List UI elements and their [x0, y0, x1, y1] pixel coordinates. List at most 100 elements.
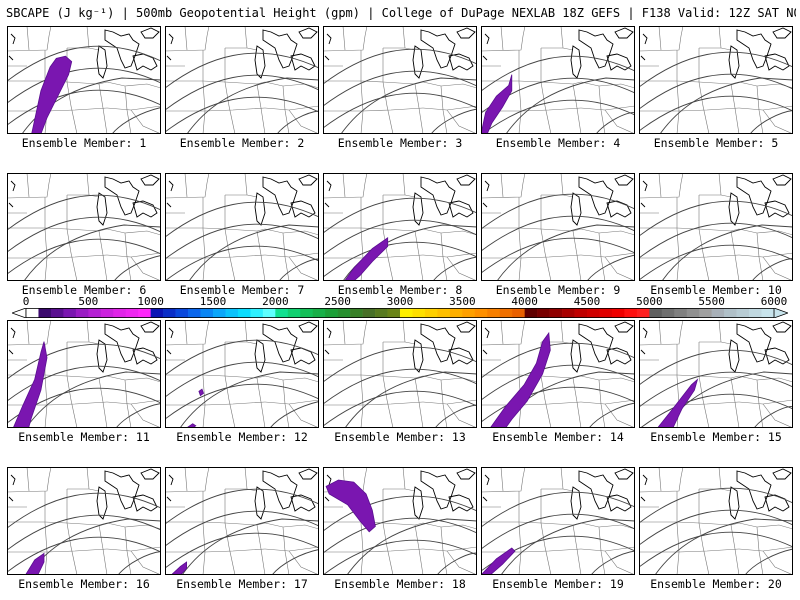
colorbar-tick-label: 4000 [511, 295, 538, 308]
height-contours [481, 193, 635, 281]
colorbar-swatch [537, 308, 550, 318]
colorbar-swatch [449, 308, 463, 318]
ensemble-panel-2: Ensemble Member: 2 [165, 26, 319, 150]
ensemble-panel-15: Ensemble Member: 15 [639, 320, 793, 444]
state-boundaries [7, 26, 161, 134]
cape-region [185, 423, 197, 428]
ensemble-map [639, 173, 793, 281]
colorbar-swatch [512, 308, 525, 318]
height-contours [165, 488, 319, 575]
colorbar-tick-label: 6000 [760, 295, 788, 308]
height-contours [639, 200, 793, 281]
colorbar-swatch [38, 308, 52, 318]
height-contours [639, 51, 793, 134]
colorbar-swatch [387, 308, 401, 318]
base-map [323, 320, 477, 428]
base-map [165, 26, 319, 134]
height-contours [165, 52, 319, 134]
coastlines [166, 468, 318, 520]
base-map [639, 467, 793, 575]
ensemble-panel-5: Ensemble Member: 5 [639, 26, 793, 150]
ensemble-panel-20: Ensemble Member: 20 [639, 467, 793, 591]
cape-region [481, 547, 516, 575]
base-map [481, 173, 635, 281]
base-map [481, 26, 635, 134]
cape-region [12, 341, 48, 428]
ensemble-map [639, 320, 793, 428]
ensemble-member-label: Ensemble Member: 12 [176, 430, 308, 444]
colorbar-swatch [325, 308, 338, 318]
colorbar-tick-label: 5500 [698, 295, 725, 308]
ensemble-member-label: Ensemble Member: 1 [21, 136, 147, 150]
height-contours [323, 197, 477, 281]
ensemble-panel-3: Ensemble Member: 3 [323, 26, 477, 150]
height-contours [323, 346, 477, 428]
cape-region [325, 479, 376, 533]
ensemble-member-label: Ensemble Member: 19 [492, 577, 624, 591]
state-boundaries [639, 26, 793, 134]
state-boundaries [481, 467, 635, 575]
ensemble-map [7, 320, 161, 428]
state-boundaries [7, 467, 161, 575]
colorbar-tick-label: 1500 [199, 295, 227, 308]
ensemble-member-label: Ensemble Member: 8 [337, 283, 463, 297]
base-map [323, 467, 477, 575]
state-boundaries [481, 26, 635, 134]
height-contours [165, 339, 319, 428]
colorbar-swatch [26, 308, 39, 318]
ensemble-member-label: Ensemble Member: 4 [495, 136, 621, 150]
base-map [165, 320, 319, 428]
state-boundaries [165, 173, 319, 281]
colorbar-tick-label: 0 [22, 295, 30, 308]
ensemble-panel-1: Ensemble Member: 1 [7, 26, 161, 150]
coastlines [482, 321, 634, 373]
state-boundaries [323, 320, 477, 428]
base-map [323, 173, 477, 281]
ensemble-map [323, 26, 477, 134]
coastlines [324, 27, 476, 79]
colorbar-swatch [125, 308, 139, 318]
ensemble-map [165, 467, 319, 575]
colorbar-swatch [686, 308, 700, 318]
colorbar-arrow-left [12, 308, 27, 318]
height-contours [639, 487, 793, 575]
ensemble-member-label: Ensemble Member: 15 [650, 430, 782, 444]
colorbar-swatch [200, 308, 214, 318]
colorbar-swatch [275, 308, 289, 318]
cape-region [170, 561, 188, 575]
ensemble-map [165, 173, 319, 281]
ensemble-member-label: Ensemble Member: 14 [492, 430, 624, 444]
ensemble-member-label: Ensemble Member: 11 [18, 430, 150, 444]
base-map [639, 173, 793, 281]
colorbar-legend: 0 500 1000 1500 2000 2500 3000 3500 4000 4500 5000… [12, 296, 788, 320]
cape-region [25, 552, 45, 575]
ensemble-member-label: Ensemble Member: 3 [337, 136, 463, 150]
coastlines [640, 468, 792, 520]
colorbar-swatch [661, 308, 675, 318]
colorbar-swatch [749, 308, 762, 318]
colorbar-swatch [113, 308, 127, 318]
colorbar-swatch [549, 308, 563, 318]
colorbar-swatch [362, 308, 376, 318]
colorbar-swatch [699, 308, 712, 318]
ensemble-panel-8: Ensemble Member: 8 [323, 173, 477, 297]
colorbar-swatch [412, 308, 426, 318]
colorbar-tick-label: 2000 [262, 295, 289, 308]
ensemble-member-label: Ensemble Member: 10 [650, 283, 782, 297]
colorbar-swatch [237, 308, 251, 318]
coastlines [640, 27, 792, 79]
height-contours [323, 495, 477, 575]
colorbar-swatch [337, 308, 351, 318]
colorbar-swatch [524, 308, 538, 318]
cape-region [656, 378, 699, 428]
ensemble-map [323, 173, 477, 281]
ensemble-member-label: Ensemble Member: 13 [334, 430, 466, 444]
base-map [7, 173, 161, 281]
ensemble-panel-12: Ensemble Member: 12 [165, 320, 319, 444]
ensemble-member-label: Ensemble Member: 20 [650, 577, 782, 591]
colorbar-swatch [499, 308, 513, 318]
coastlines [482, 174, 634, 226]
ensemble-panel-18: Ensemble Member: 18 [323, 467, 477, 591]
coastlines [482, 468, 634, 520]
coastlines [166, 27, 318, 79]
